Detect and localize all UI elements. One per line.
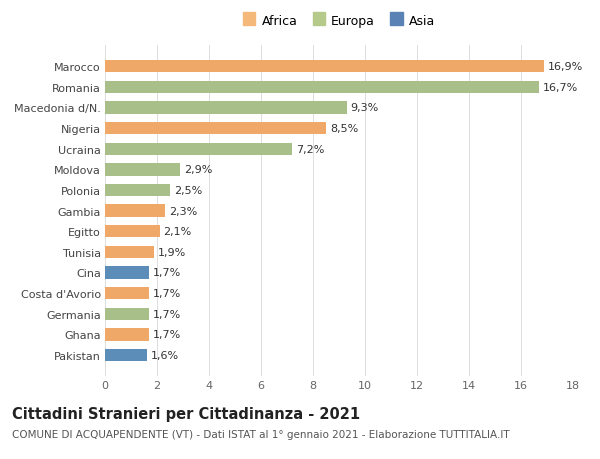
- Text: 7,2%: 7,2%: [296, 145, 325, 154]
- Bar: [105, 205, 165, 217]
- Bar: [105, 225, 160, 238]
- Text: COMUNE DI ACQUAPENDENTE (VT) - Dati ISTAT al 1° gennaio 2021 - Elaborazione TUTT: COMUNE DI ACQUAPENDENTE (VT) - Dati ISTA…: [12, 429, 509, 439]
- Text: 9,3%: 9,3%: [351, 103, 379, 113]
- Bar: [105, 123, 326, 135]
- Text: 2,3%: 2,3%: [169, 206, 197, 216]
- Text: 8,5%: 8,5%: [330, 124, 358, 134]
- Text: 1,7%: 1,7%: [153, 268, 181, 278]
- Bar: [105, 185, 170, 197]
- Bar: [105, 329, 149, 341]
- Text: 2,1%: 2,1%: [163, 227, 192, 237]
- Bar: [105, 164, 181, 176]
- Text: 1,7%: 1,7%: [153, 288, 181, 298]
- Bar: [105, 102, 347, 114]
- Bar: [105, 267, 149, 279]
- Text: 1,9%: 1,9%: [158, 247, 187, 257]
- Text: 1,7%: 1,7%: [153, 309, 181, 319]
- Bar: [105, 246, 154, 258]
- Text: 2,9%: 2,9%: [184, 165, 212, 175]
- Text: 1,6%: 1,6%: [151, 350, 179, 360]
- Legend: Africa, Europa, Asia: Africa, Europa, Asia: [238, 10, 440, 33]
- Text: Cittadini Stranieri per Cittadinanza - 2021: Cittadini Stranieri per Cittadinanza - 2…: [12, 406, 360, 421]
- Text: 1,7%: 1,7%: [153, 330, 181, 340]
- Bar: [105, 308, 149, 320]
- Bar: [105, 82, 539, 94]
- Bar: [105, 287, 149, 300]
- Text: 2,5%: 2,5%: [174, 185, 202, 196]
- Text: 16,7%: 16,7%: [543, 83, 578, 93]
- Text: 16,9%: 16,9%: [548, 62, 584, 72]
- Bar: [105, 349, 146, 361]
- Bar: [105, 143, 292, 156]
- Bar: [105, 61, 544, 73]
